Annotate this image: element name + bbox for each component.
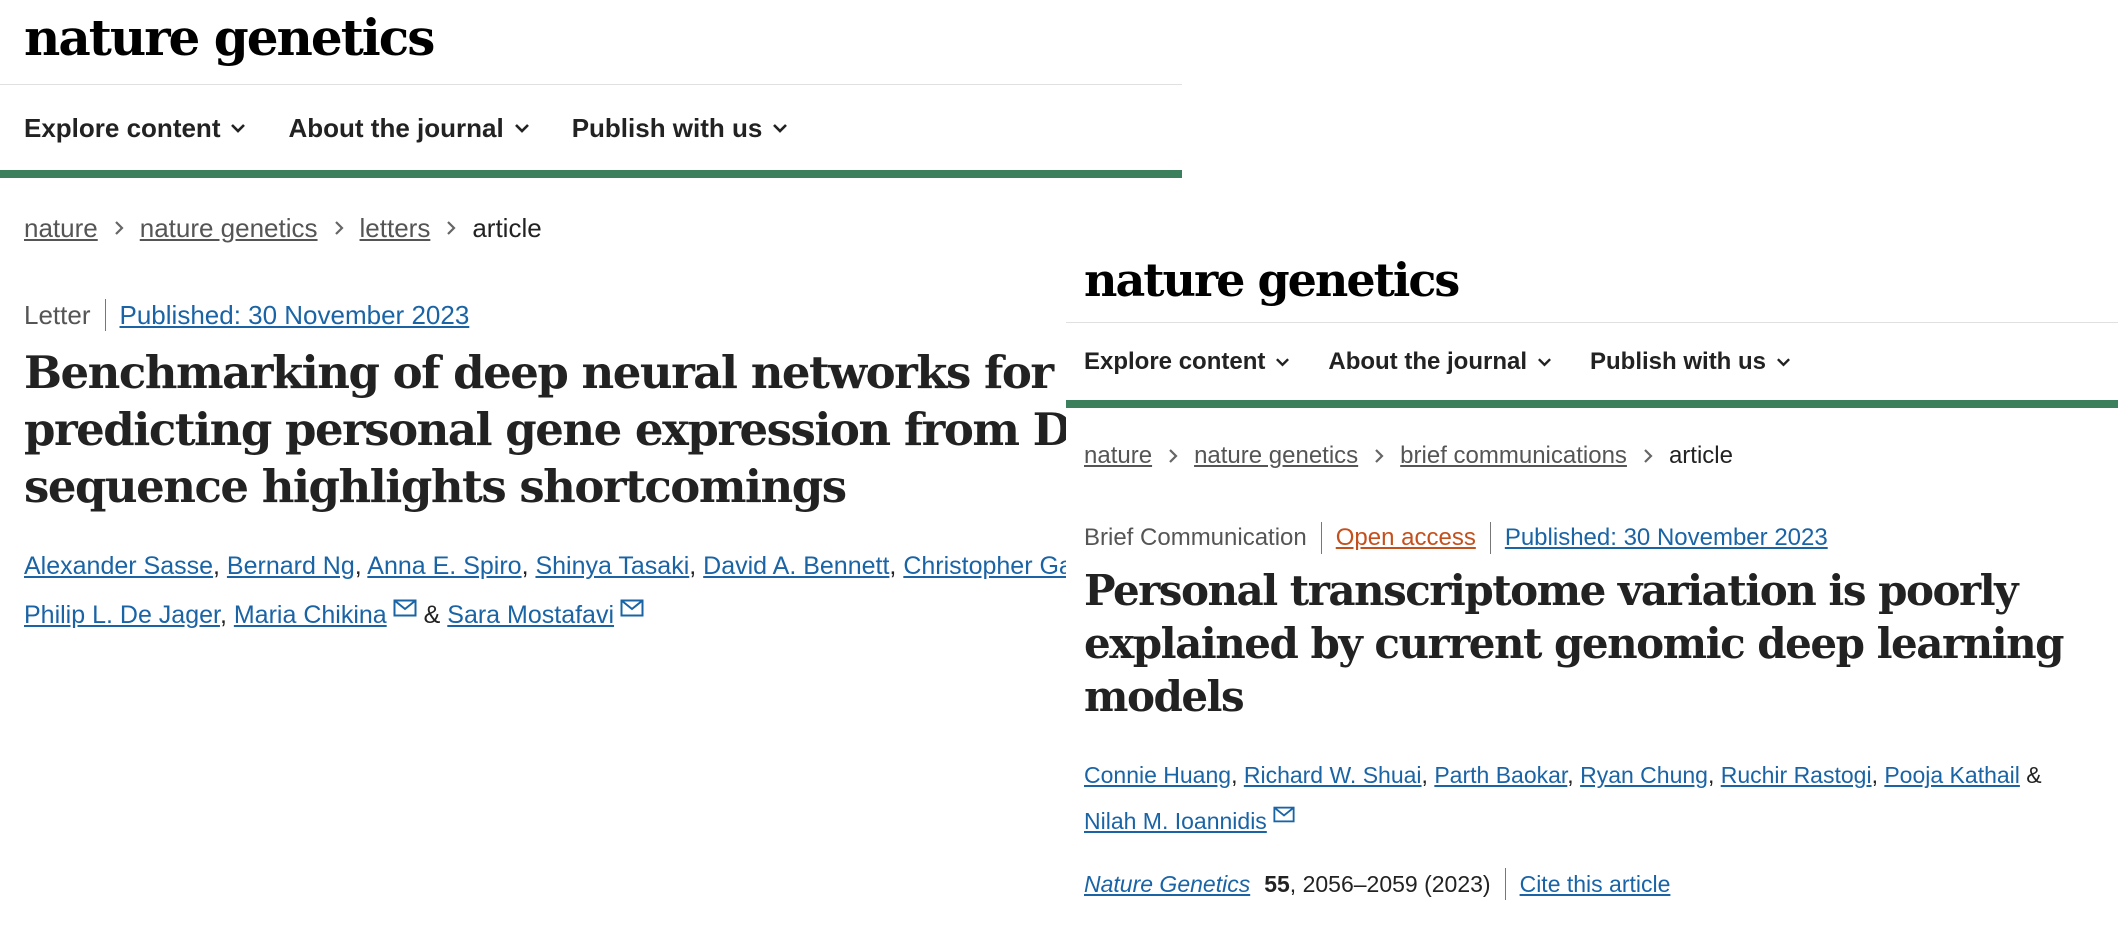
article-title: Personal transcriptome variation is poor… [1084,566,2064,721]
meta-divider [1489,522,1491,554]
breadcrumb: nature nature genetics letters article [24,208,542,248]
author-link[interactable]: Ryan Chung [1580,762,1708,788]
author-separator: , [689,552,704,580]
open-access-link[interactable]: Open access [1335,524,1476,551]
nav-label: About the journal [288,112,504,143]
nav-label: Explore content [24,112,221,143]
header-divider [0,84,1182,85]
author-link[interactable]: Richard W. Shuai [1243,762,1422,788]
mail-icon[interactable] [620,599,644,617]
author-and: & [2019,762,2042,788]
breadcrumb-brief-communications[interactable]: brief communications [1400,442,1627,469]
author-separator: , [889,552,904,580]
volume-number: 55 [1264,870,1290,897]
author-separator: , [1707,762,1721,788]
author-link[interactable]: Shinya Tasaki [535,552,690,580]
author-link[interactable]: Pooja Kathail [1884,762,2020,788]
citation-line: Nature Genetics 55 , 2056–2059 (2023) Ci… [1084,866,1670,902]
nav-about-the-journal[interactable]: About the journal [288,108,529,148]
author-list: Connie Huang, Richard W. Shuai, Parth Ba… [1084,752,2104,844]
breadcrumb: nature nature genetics brief communicati… [1084,438,1733,474]
meta-divider [1504,868,1506,900]
breadcrumb-nature[interactable]: nature [1084,442,1153,469]
header-divider [1066,322,2118,323]
chevron-down-icon [1776,357,1791,367]
author-separator: , [354,552,368,580]
chevron-down-icon [1537,357,1552,367]
nav-publish-with-us[interactable]: Publish with us [1590,344,1791,380]
nav-label: Explore content [1084,348,1266,375]
chevron-right-icon [334,220,344,236]
breadcrumb-nature-genetics[interactable]: nature genetics [1194,442,1359,469]
published-date-link[interactable]: Published: 30 November 2023 [119,299,470,330]
author-list: Alexander Sasse, Bernard Ng, Anna E. Spi… [24,542,1154,640]
author-separator: , [1567,762,1581,788]
nav-label: Publish with us [571,112,763,143]
author-link[interactable]: Alexander Sasse [24,552,214,580]
author-separator: , [1871,762,1885,788]
chevron-right-icon [114,220,124,236]
meta-divider [104,299,106,331]
author-separator: , [521,552,536,580]
author-separator: , [1421,762,1435,788]
meta-divider [1320,522,1322,554]
article-type: Brief Communication [1084,524,1307,551]
nav-accent-bar [0,170,1182,178]
cite-this-article-link[interactable]: Cite this article [1519,870,1671,897]
author-link[interactable]: Anna E. Spiro [367,552,522,580]
nav-publish-with-us[interactable]: Publish with us [572,108,789,148]
nav-label: Publish with us [1590,348,1767,375]
author-separator: , [1231,762,1244,788]
chevron-down-icon [230,123,246,133]
author-link[interactable]: Maria Chikina [233,601,387,629]
author-link[interactable]: Sara Mostafavi [447,601,615,629]
nav-explore-content[interactable]: Explore content [24,108,246,148]
mail-icon[interactable] [1273,806,1295,823]
chevron-down-icon [1275,357,1290,367]
nav-accent-bar [1066,400,2118,408]
chevron-right-icon [446,220,456,236]
journal-link[interactable]: Nature Genetics [1084,870,1251,897]
site-logo[interactable]: nature genetics [1084,253,1460,307]
left-article-page: nature genetics Explore content About th… [0,8,1182,640]
author-link[interactable]: Ruchir Rastogi [1720,762,1872,788]
right-article-page: nature genetics Explore content About th… [1066,234,2118,944]
site-logo[interactable]: nature genetics [24,8,435,67]
chevron-right-icon [1168,448,1178,464]
nav-explore-content[interactable]: Explore content [1084,344,1290,380]
nav-label: About the journal [1328,348,1528,375]
author-separator: , [219,601,234,629]
main-nav: Explore content About the journal Publis… [1084,344,1829,380]
published-date-link[interactable]: Published: 30 November 2023 [1504,524,1828,551]
main-nav: Explore content About the journal Publis… [24,108,830,148]
author-link[interactable]: Nilah M. Ioannidis [1084,808,1267,834]
article-meta: Brief Communication Open access Publishe… [1084,520,1828,556]
author-link[interactable]: Connie Huang [1084,762,1232,788]
article-type: Letter [24,299,91,330]
article-meta: Letter Published: 30 November 2023 [24,296,469,334]
chevron-right-icon [1374,448,1384,464]
mail-icon[interactable] [393,599,417,617]
pages-year: , 2056–2059 (2023) [1289,870,1491,897]
nav-about-the-journal[interactable]: About the journal [1328,344,1552,380]
author-link[interactable]: Parth Baokar [1434,762,1568,788]
breadcrumb-letters[interactable]: letters [359,212,431,243]
chevron-down-icon [514,123,530,133]
author-and: & [416,601,448,629]
breadcrumb-nature-genetics[interactable]: nature genetics [139,212,318,243]
chevron-right-icon [1643,448,1653,464]
chevron-down-icon [772,123,788,133]
article-title: Benchmarking of deep neural networks for… [24,346,1145,513]
author-separator: , [213,552,227,580]
author-link[interactable]: Bernard Ng [226,552,355,580]
breadcrumb-article: article [472,212,542,243]
author-link[interactable]: David A. Bennett [703,552,890,580]
breadcrumb-nature[interactable]: nature [24,212,98,243]
breadcrumb-article: article [1668,442,1733,469]
author-link[interactable]: Philip L. De Jager [24,601,220,629]
